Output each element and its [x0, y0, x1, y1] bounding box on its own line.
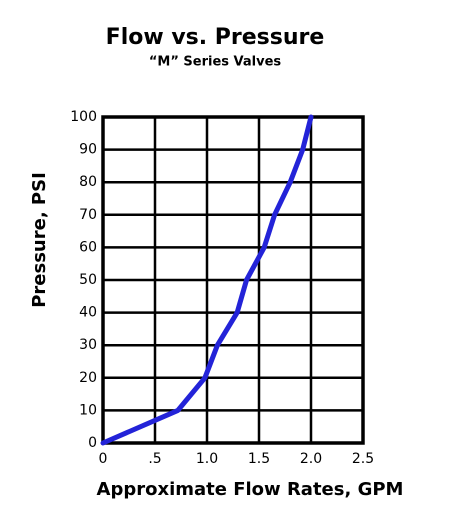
chart-subtitle: “M” Series Valves	[149, 55, 282, 70]
y-tick-label: 60	[79, 239, 97, 255]
plot-border	[101, 115, 365, 445]
y-tick-label: 0	[88, 435, 97, 451]
y-axis-label: Pressure, PSI	[29, 172, 50, 308]
y-tick-label: 100	[70, 109, 97, 125]
x-tick-label: 1.0	[196, 451, 218, 467]
y-tick-label: 20	[79, 370, 97, 386]
y-tick-label: 10	[79, 402, 97, 418]
y-tick-label: 70	[79, 207, 97, 223]
x-tick-label: 2.5	[352, 451, 374, 467]
x-axis-label: Approximate Flow Rates, GPM	[97, 479, 404, 500]
data-line	[100, 114, 314, 446]
x-tick-label: .5	[148, 451, 161, 467]
y-tick-label: 40	[79, 305, 97, 321]
y-tick-label: 50	[79, 272, 97, 288]
x-tick-label: 1.5	[248, 451, 270, 467]
y-tick-label: 80	[79, 174, 97, 190]
y-tick-label: 90	[79, 142, 97, 158]
x-tick-label: 2.0	[300, 451, 322, 467]
y-tick-label: 30	[79, 337, 97, 353]
chart-title: Flow vs. Pressure	[106, 25, 325, 50]
x-tick-label: 0	[99, 451, 108, 467]
